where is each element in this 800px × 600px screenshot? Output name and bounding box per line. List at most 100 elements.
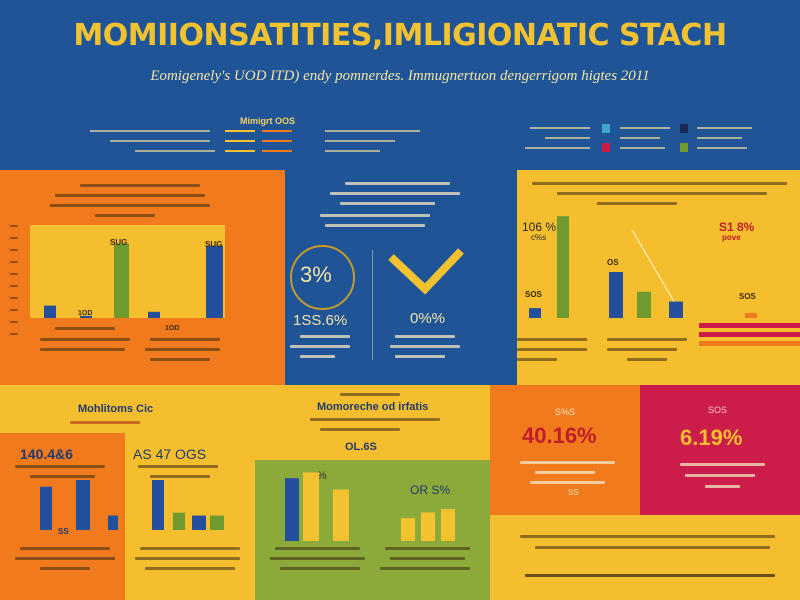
caption-line [20,547,110,550]
bar [303,472,319,541]
bar [108,515,118,530]
bar [40,486,52,530]
footer-line [535,546,770,549]
bar-label: SUG [110,238,128,247]
bar-label: OS [607,258,619,267]
bar-chart-5-svg [285,472,455,541]
big-stat: 40.16% [522,423,597,448]
caption-line [55,327,115,330]
caption-line [145,567,235,570]
panel-bar-chart-5: Momoreche od irfatis OL.6S % OR S% [255,385,490,600]
panel-heading-line [310,418,440,421]
panel-stats-blue: 3% 1SS.6% 0%% [285,170,517,385]
legend-text [325,140,395,142]
bar [76,480,90,530]
bar [669,301,683,318]
legend-text [530,127,590,129]
bar [637,291,651,318]
right-stat: S1 8% [719,220,755,234]
trend-line [631,230,683,316]
caption-line [40,338,130,341]
left-stat: 106 % [522,220,557,234]
bar [557,216,569,318]
right-stat-sub: pove [722,233,741,242]
caption-line [270,557,365,560]
caption-line [300,335,350,338]
page-title: MOMIIONSATITIES,IMLIGIONATIC STACH [73,18,727,53]
header: MOMIIONSATITIES,IMLIGIONATIC STACH Eomig… [0,0,800,170]
panel-heading-line [55,194,205,197]
x-tick-label: 1OD [78,310,93,317]
panel-bar-chart-3: 106 % c%s S1 8% pove SOS OS SOS [517,170,800,385]
bar-label: SOS [525,290,542,299]
right-stat: AS 47 OGS [133,446,207,462]
panel-footer-notes [490,515,800,600]
big-stat: 6.19% [680,425,743,450]
caption-line [517,358,557,361]
caption-line [395,355,445,358]
legend-text [325,130,420,132]
panel-heading-line [557,192,767,195]
panel-heading-line [345,182,450,185]
bar [609,272,623,318]
panel-heading-line [597,202,677,205]
bar-label: SOS [739,292,756,301]
divider [372,250,373,360]
panel-heading-line [325,224,425,227]
caption-line [380,567,470,570]
bar [192,515,206,530]
left-stat-sub: c%s [531,233,547,242]
caption-line [517,338,587,341]
bar-chart-4-svg [40,480,224,530]
caption-line [150,338,220,341]
stat-sub: SS [568,488,579,497]
caption-line [145,348,220,351]
bar [421,512,435,541]
legend-text [525,147,590,149]
legend-line [262,150,292,152]
panel-heading-line [320,428,400,431]
caption-line [40,567,90,570]
bar [529,308,541,318]
caption-line [15,557,115,560]
panel-stat-red: SOS 6.19% [640,385,800,515]
caption-line [290,345,350,348]
panel-heading-line [320,214,430,217]
legend-text [90,130,210,132]
bar-label: SUG [205,240,223,249]
left-stat: 140.4&6 [20,446,73,462]
caption-line [150,358,210,361]
x-tick-label: 1OD [165,325,180,332]
caption-line [535,471,595,474]
caption-line [390,345,460,348]
panel-title-underline [70,421,140,424]
legend-text [697,147,747,149]
chevron-check-icon [388,248,464,295]
caption-line [40,348,125,351]
legend-text [325,150,380,152]
panel-title: Momoreche od irfatis [317,401,429,413]
caption-line [300,355,335,358]
caption-line [275,547,360,550]
caption-line [30,475,95,478]
bar [114,243,129,318]
bar-chart-1-svg [44,243,223,318]
bar [173,512,185,530]
stat-small: SOS [708,405,728,415]
bar [152,480,164,530]
legend-text [620,147,665,149]
chart-plot-area [30,225,225,318]
caption-line [517,348,587,351]
value-line: OL.6S [345,441,377,453]
panel-heading-line [50,204,210,207]
caption-line [520,461,615,464]
red-stripe [699,332,800,337]
mark-label: % [317,470,327,482]
legend-text [545,137,590,139]
bar [206,245,223,318]
legend-text [620,127,670,129]
bar [285,478,299,541]
caption-line [390,557,465,560]
legend-text [697,137,742,139]
bar [333,489,349,541]
